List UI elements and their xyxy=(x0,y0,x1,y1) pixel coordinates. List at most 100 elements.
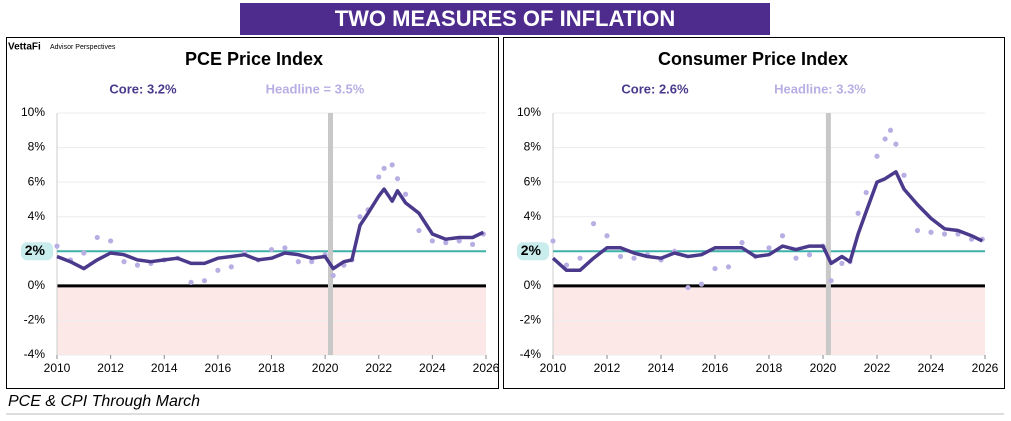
y-tick-label: -4% xyxy=(24,347,46,361)
headline-point xyxy=(914,227,921,234)
headline-point xyxy=(108,238,114,244)
x-tick-label: 2018 xyxy=(258,361,285,375)
panel-border xyxy=(6,37,499,389)
headline-point xyxy=(631,255,637,261)
headline-point xyxy=(604,233,610,239)
x-tick-label: 2010 xyxy=(540,361,567,375)
headline-point xyxy=(188,279,194,285)
headline-point xyxy=(456,238,462,244)
y-tick-label: 8% xyxy=(28,140,46,154)
x-tick-label: 2020 xyxy=(312,361,339,375)
panel-border xyxy=(503,37,1005,389)
headline-point xyxy=(874,153,880,159)
core-line xyxy=(56,187,485,271)
headline-point xyxy=(443,240,449,246)
headline-point xyxy=(766,245,772,251)
legend-entry: Headline: 3.3% xyxy=(774,81,866,96)
y-tick-label: -2% xyxy=(520,313,542,327)
y-tick-label: 0% xyxy=(524,278,542,292)
headline-point xyxy=(282,245,288,251)
x-tick-label: 2026 xyxy=(972,361,999,375)
x-tick-label: 2024 xyxy=(419,361,446,375)
headline-point xyxy=(563,262,570,268)
headline-point xyxy=(617,253,624,260)
headline-point xyxy=(94,234,100,241)
headline-point xyxy=(228,264,234,270)
headline-point xyxy=(402,191,409,197)
headline-point xyxy=(590,221,597,227)
x-tick-label: 2016 xyxy=(702,361,729,375)
headline-point xyxy=(376,174,382,180)
chart-title: Consumer Price Index xyxy=(658,49,848,69)
headline-point xyxy=(394,176,401,182)
y-tick-label: 6% xyxy=(28,174,46,188)
banner xyxy=(240,3,770,35)
y-tick-label: 6% xyxy=(524,174,542,188)
y-tick-label: -2% xyxy=(24,313,46,327)
x-tick-label: 2022 xyxy=(864,361,891,375)
x-tick-label: 2010 xyxy=(44,361,71,375)
headline-point xyxy=(739,240,745,246)
headline-point xyxy=(381,165,387,171)
brand-tagline: Advisor Perspectives xyxy=(50,44,116,51)
headline-point xyxy=(121,259,127,265)
y-tick-label: -4% xyxy=(520,347,542,361)
x-tick-label: 2012 xyxy=(594,361,621,375)
y-tick-label: 2% xyxy=(25,242,46,258)
core-line xyxy=(551,170,984,273)
headline-point xyxy=(416,227,422,234)
x-tick-label: 2014 xyxy=(648,361,675,375)
headline-point xyxy=(855,210,861,216)
x-tick-label: 2022 xyxy=(365,361,392,375)
y-tick-label: 2% xyxy=(521,242,542,258)
headline-point xyxy=(134,262,141,268)
headline-point xyxy=(295,259,301,265)
headline-point xyxy=(685,284,691,291)
headline-point xyxy=(330,272,336,279)
x-tick-label: 2020 xyxy=(810,361,837,375)
y-tick-label: 10% xyxy=(517,105,541,119)
headline-point xyxy=(201,278,208,284)
y-tick-label: 0% xyxy=(28,278,46,292)
headline-point xyxy=(882,136,888,142)
brand-name: VettaFi xyxy=(8,42,41,53)
x-tick-label: 2016 xyxy=(205,361,232,375)
y-tick-label: 8% xyxy=(524,140,542,154)
headline-point xyxy=(928,229,934,235)
headline-point xyxy=(863,189,869,196)
x-tick-label: 2024 xyxy=(918,361,945,375)
headline-point xyxy=(828,278,834,284)
chart-title: PCE Price Index xyxy=(185,49,323,69)
headline-point xyxy=(806,252,813,258)
headline-point xyxy=(712,265,718,272)
headline-point xyxy=(941,231,948,237)
headline-point xyxy=(698,281,705,287)
x-tick-label: 2012 xyxy=(97,361,124,375)
headline-point xyxy=(469,241,476,247)
x-tick-label: 2018 xyxy=(756,361,783,375)
headline-point xyxy=(54,243,60,249)
headline-point xyxy=(839,260,845,266)
headline-point xyxy=(389,162,395,168)
headline-point xyxy=(887,127,894,133)
x-tick-label: 2014 xyxy=(151,361,178,375)
headline-point xyxy=(429,238,435,244)
headline-point xyxy=(577,255,583,261)
headline-point xyxy=(779,233,786,239)
headline-point xyxy=(893,141,899,147)
headline-point xyxy=(215,267,221,273)
headline-point xyxy=(725,264,732,270)
footer: PCE & CPI Through March xyxy=(8,393,200,410)
headline-point xyxy=(81,250,87,256)
y-tick-label: 4% xyxy=(524,209,542,223)
legend-entry: Core: 2.6% xyxy=(621,81,689,96)
target-label-bg xyxy=(21,242,53,261)
headline-point xyxy=(901,172,907,178)
headline-point xyxy=(268,246,275,253)
x-tick-label: 2026 xyxy=(473,361,500,375)
y-tick-label: 10% xyxy=(21,105,45,119)
legend-entry: Headline = 3.5% xyxy=(266,81,365,96)
page-title: TWO MEASURES OF INFLATION xyxy=(335,6,676,31)
headline-point xyxy=(793,255,799,261)
